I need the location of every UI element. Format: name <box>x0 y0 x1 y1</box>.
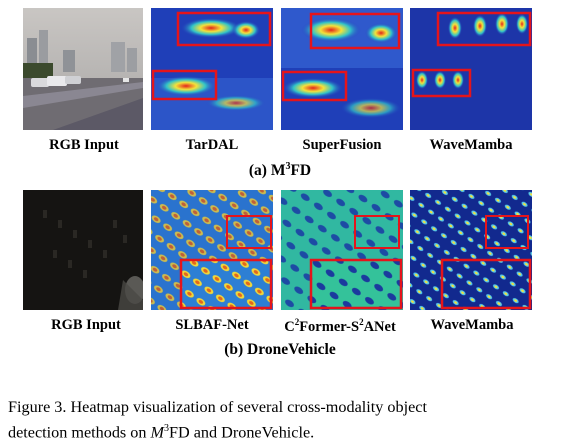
label-superfusion: SuperFusion <box>302 137 382 153</box>
subtitle-m3fd-suffix: FD <box>290 162 312 180</box>
caption-line-2: detection methods on M3FD and DroneVehic… <box>8 418 574 443</box>
figure-caption: Figure 3. Heatmap visualization of sever… <box>8 396 574 443</box>
caption-math-m: M <box>150 423 164 442</box>
rgb-input-night-image <box>23 190 143 310</box>
caption-math-sup: 3 <box>164 423 169 434</box>
superfusion-heatmap <box>281 8 403 130</box>
label-slbaf-net: SLBAF-Net <box>175 317 249 333</box>
label3-part-a: C <box>284 318 295 335</box>
subtitle-dronevehicle: (b) DroneVehicle <box>224 341 336 358</box>
label-wavemamba-1: WaveMamba <box>429 137 513 153</box>
label-rgb-input-2: RGB Input <box>51 317 121 333</box>
subtitle-m3fd-prefix: (a) M <box>248 162 286 180</box>
subtitle-m3fd: (a) M3FD <box>249 161 311 180</box>
label-rgb-input-1: RGB Input <box>49 137 119 153</box>
wavemamba-heatmap-m3fd <box>410 8 532 130</box>
label3-sup-a: 2 <box>294 317 300 327</box>
caption-line-2-b: FD and DroneVehicle. <box>169 423 315 442</box>
c2former-s2anet-heatmap <box>281 190 403 310</box>
rgb-input-street-image <box>23 8 143 130</box>
caption-line-1: Figure 3. Heatmap visualization of sever… <box>8 398 427 416</box>
label-c2former-s2anet: C2Former-S2ANet <box>284 317 396 336</box>
wavemamba-heatmap-dronevehicle <box>410 190 532 310</box>
label3-part-b: Former-S <box>299 318 360 335</box>
slbaf-net-heatmap <box>151 190 273 310</box>
label-wavemamba-2: WaveMamba <box>430 317 514 333</box>
label3-part-c: ANet <box>363 318 396 335</box>
label3-sup-b: 2 <box>359 317 364 327</box>
subtitle-m3fd-sup: 3 <box>285 161 291 172</box>
label-tardal: TarDAL <box>185 137 239 153</box>
caption-line-2-a: detection methods on <box>8 423 151 442</box>
tardal-heatmap <box>151 8 273 130</box>
